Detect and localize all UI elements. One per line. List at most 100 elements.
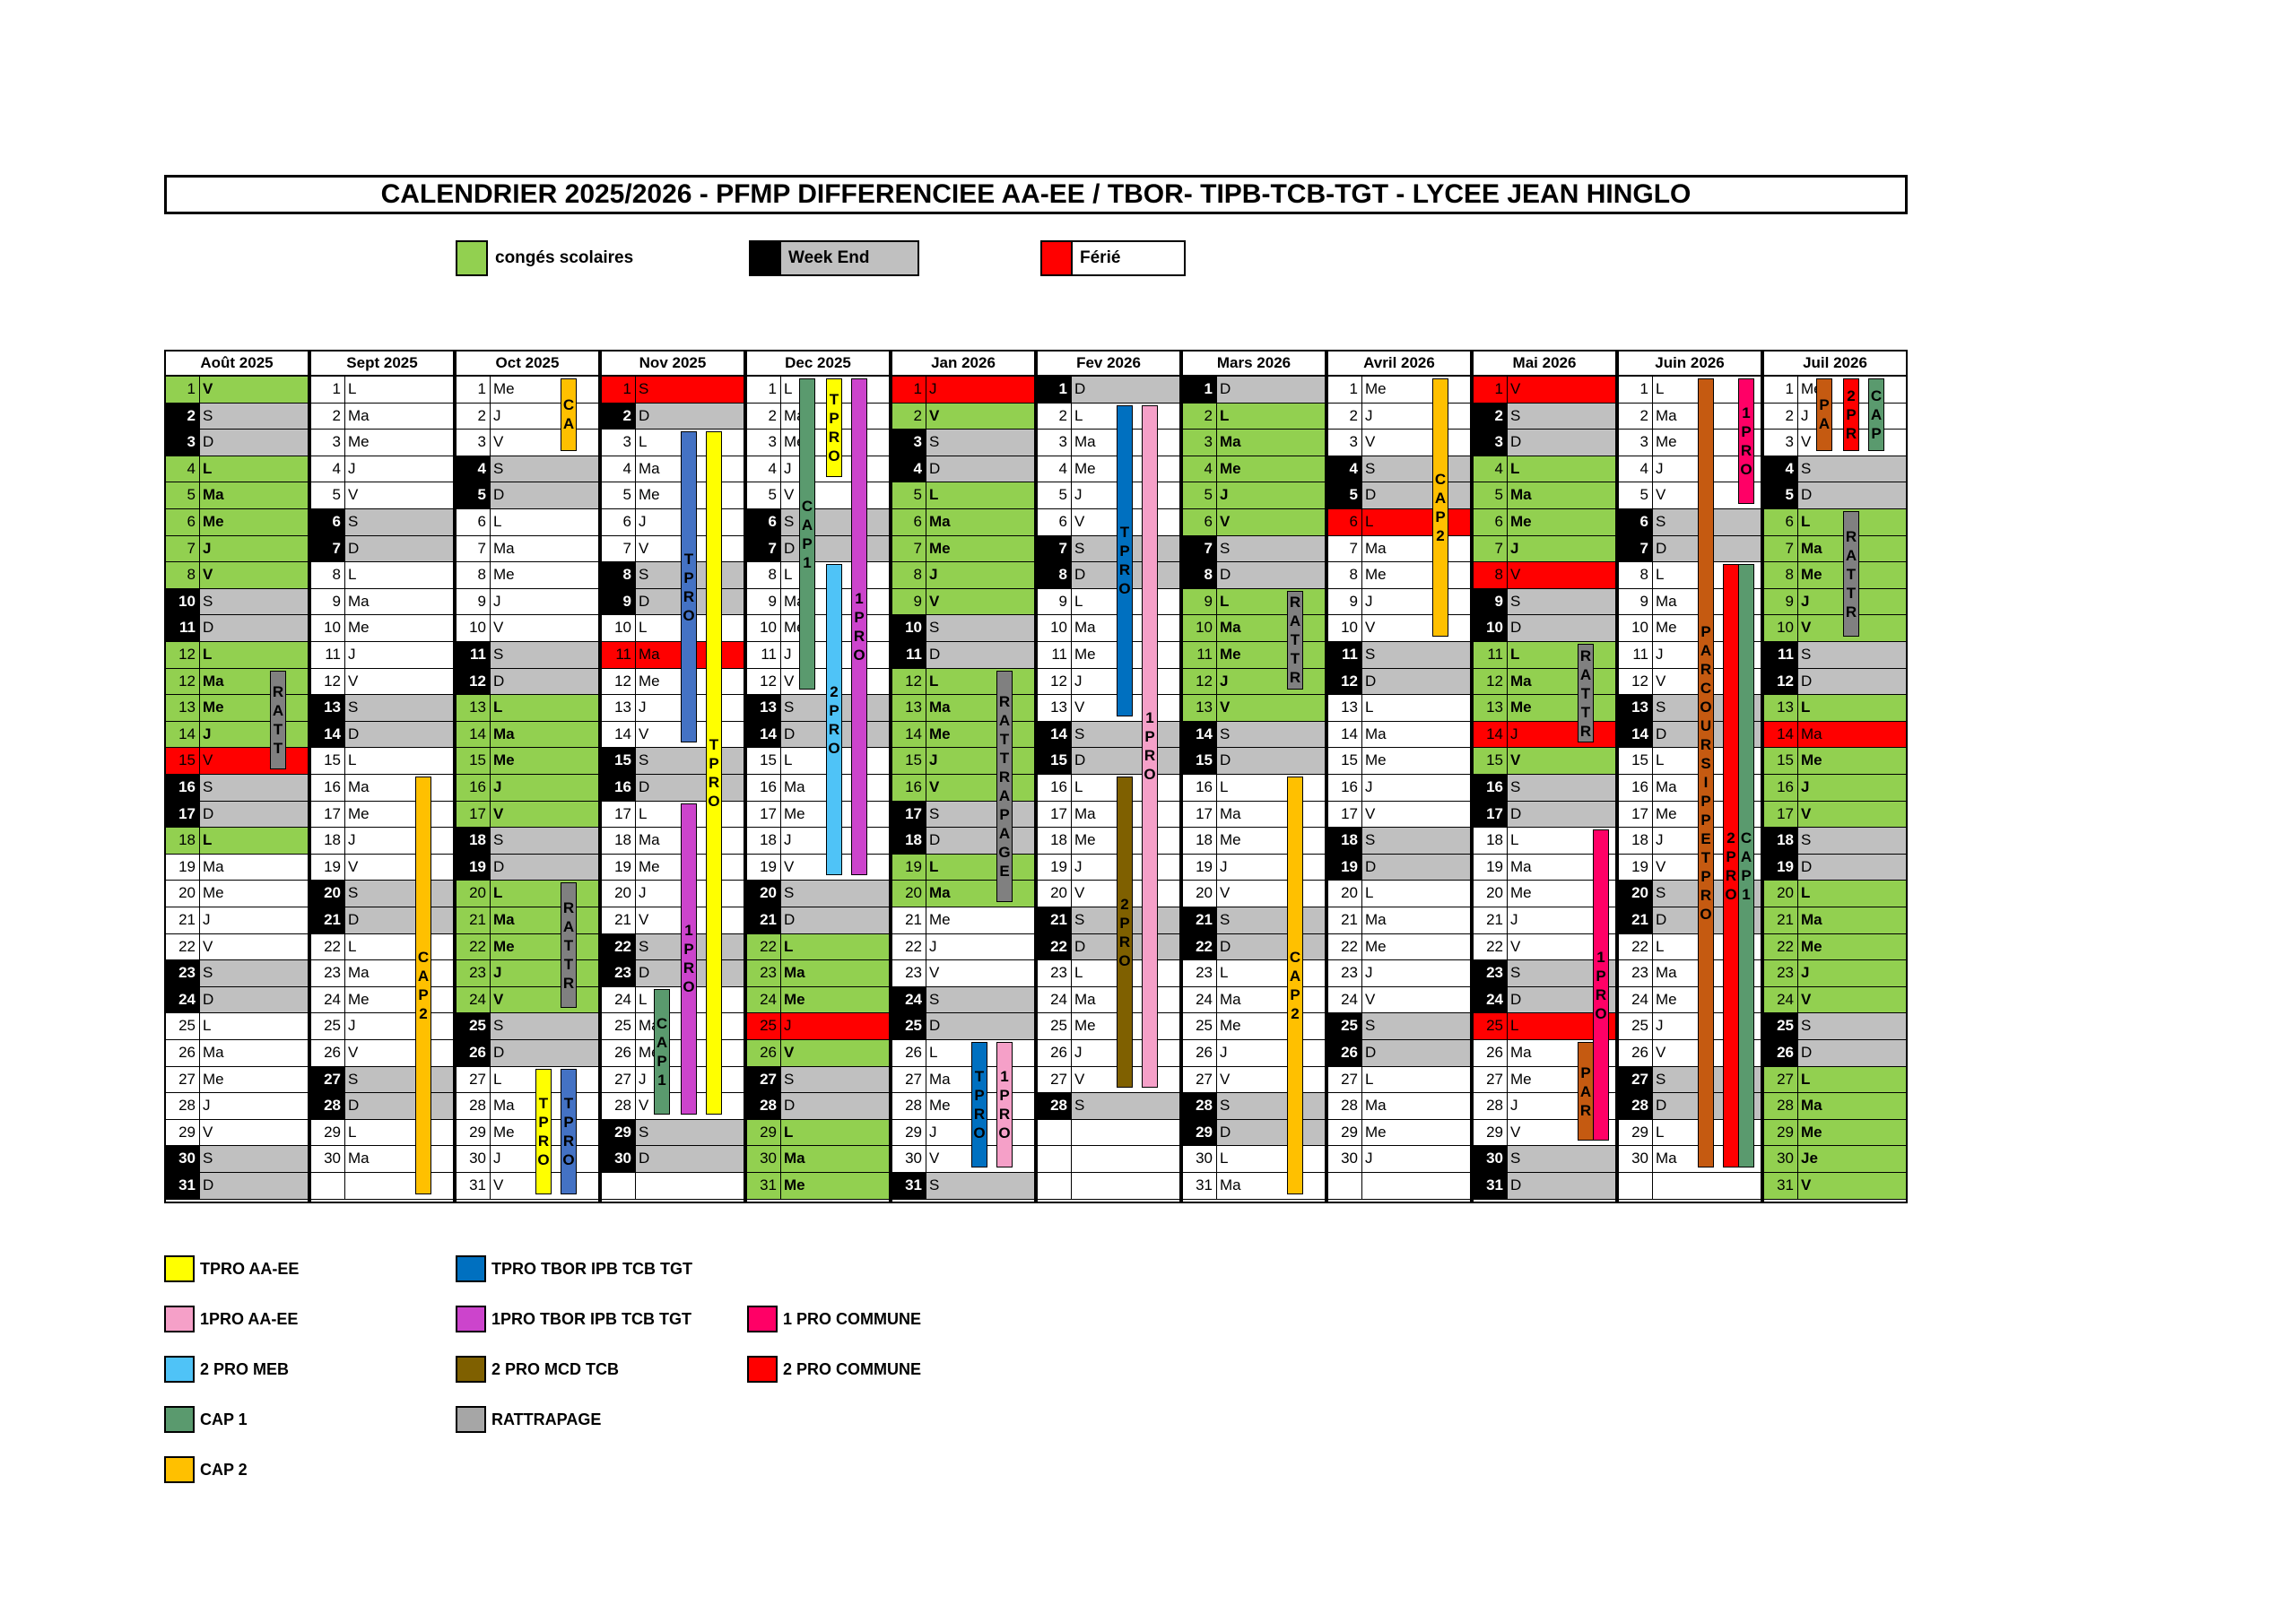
day-row: 31 V bbox=[457, 1173, 598, 1200]
day-row: 10 Me bbox=[747, 615, 889, 642]
day-letter: S bbox=[200, 960, 308, 986]
day-letter: D bbox=[491, 668, 598, 695]
day-row: 13 L bbox=[1328, 695, 1470, 722]
month-header: Août 2025 bbox=[166, 352, 308, 377]
day-row: 18 J bbox=[311, 828, 453, 855]
legend-label: 1PRO AA-EE bbox=[200, 1309, 299, 1328]
day-number: 21 bbox=[1619, 907, 1653, 933]
day-number: 18 bbox=[457, 828, 491, 854]
day-letter: S bbox=[1508, 1146, 1615, 1172]
day-row: 18 S bbox=[457, 828, 598, 855]
day-number: 27 bbox=[311, 1066, 345, 1093]
day-row: 16 V bbox=[892, 775, 1034, 802]
day-number: 7 bbox=[311, 535, 345, 562]
day-letter bbox=[1072, 1173, 1179, 1199]
day-row: 7 Me bbox=[892, 535, 1034, 563]
day-letter: J bbox=[639, 699, 647, 716]
day-letter: L bbox=[1074, 406, 1083, 424]
day-row: 2 Ma bbox=[1619, 403, 1761, 430]
day-row: 29 Me bbox=[457, 1119, 598, 1147]
day-row: 10 Me bbox=[1619, 615, 1761, 642]
day-number: 11 bbox=[892, 642, 926, 668]
day-number: 5 bbox=[1183, 482, 1217, 508]
day-number: 22 bbox=[1619, 933, 1653, 960]
day-number: 23 bbox=[1183, 960, 1217, 986]
day-number: 31 bbox=[1183, 1173, 1217, 1199]
day-letter: V bbox=[639, 725, 649, 742]
day-letter: V bbox=[1365, 990, 1376, 1008]
day-number: 10 bbox=[602, 615, 636, 641]
day-letter: J bbox=[493, 406, 501, 424]
day-row: 15 V bbox=[166, 748, 308, 775]
day-letter: Me bbox=[348, 619, 370, 637]
day-letter: D bbox=[781, 1093, 889, 1119]
legend-label: CAP 2 bbox=[200, 1460, 248, 1479]
day-row: 15 L bbox=[747, 748, 889, 775]
day-number bbox=[1038, 1146, 1072, 1172]
day-number: 20 bbox=[1619, 881, 1653, 907]
day-letter: L bbox=[493, 1070, 502, 1088]
day-number: 17 bbox=[1183, 801, 1217, 828]
day-letter: L bbox=[1801, 1070, 1811, 1088]
legend-label: 2 PRO MCD TCB bbox=[491, 1359, 620, 1378]
day-number: 8 bbox=[1328, 562, 1362, 588]
day-letter: S bbox=[1362, 642, 1470, 668]
day-number: 8 bbox=[1619, 562, 1653, 588]
day-letter: V bbox=[929, 406, 940, 424]
day-letter: J bbox=[1508, 721, 1615, 748]
day-number: 11 bbox=[1619, 642, 1653, 668]
day-row: 12 J bbox=[1038, 668, 1179, 696]
day-row bbox=[1038, 1119, 1179, 1147]
day-letter: V bbox=[1656, 672, 1666, 690]
day-number: 9 bbox=[457, 588, 491, 615]
day-row: 23 J bbox=[1328, 960, 1470, 987]
day-number: 29 bbox=[1764, 1119, 1798, 1146]
day-letter: S bbox=[926, 430, 1034, 456]
day-row: 4 Me bbox=[1038, 456, 1179, 483]
day-number: 13 bbox=[1474, 695, 1508, 721]
legend-label: 1 PRO COMMUNE bbox=[783, 1309, 922, 1328]
day-letter: J bbox=[639, 513, 647, 530]
legend-swatch bbox=[747, 1356, 778, 1383]
day-letter: Me bbox=[784, 804, 805, 822]
day-letter: Ma bbox=[1074, 990, 1096, 1008]
day-row: 30 J bbox=[1328, 1146, 1470, 1173]
day-letter: L bbox=[929, 857, 939, 875]
day-row: 17 D bbox=[1474, 801, 1615, 829]
day-letter: Me bbox=[203, 884, 224, 902]
day-letter: S bbox=[491, 642, 598, 668]
day-row: 17 D bbox=[166, 801, 308, 829]
day-letter: S bbox=[491, 456, 598, 482]
day-number: 15 bbox=[166, 748, 200, 774]
day-number: 30 bbox=[1619, 1146, 1653, 1172]
day-letter: Me bbox=[1220, 646, 1241, 663]
day-letter: Me bbox=[1656, 619, 1677, 637]
day-letter: L bbox=[1362, 509, 1470, 535]
day-row: 25 L bbox=[166, 1013, 308, 1040]
day-letter: V bbox=[1220, 699, 1231, 716]
day-row: 30 J bbox=[457, 1146, 598, 1173]
day-letter: Ma bbox=[929, 699, 951, 716]
day-letter: S bbox=[1798, 828, 1906, 854]
day-row: 21 Me bbox=[892, 907, 1034, 934]
day-letter: Me bbox=[929, 725, 951, 742]
day-row: 11 L bbox=[1474, 642, 1615, 669]
day-letter: V bbox=[1220, 513, 1231, 530]
day-letter: S bbox=[200, 1146, 308, 1172]
day-number: 12 bbox=[457, 668, 491, 695]
day-row: 10 S bbox=[166, 588, 308, 616]
day-number: 9 bbox=[1328, 588, 1362, 615]
day-row: 30 D bbox=[602, 1146, 744, 1173]
day-number: 23 bbox=[1328, 960, 1362, 986]
day-letter: D bbox=[345, 721, 453, 748]
day-letter: D bbox=[345, 535, 453, 562]
day-number: 18 bbox=[311, 828, 345, 854]
legend-item: CAP 1 bbox=[164, 1406, 248, 1433]
